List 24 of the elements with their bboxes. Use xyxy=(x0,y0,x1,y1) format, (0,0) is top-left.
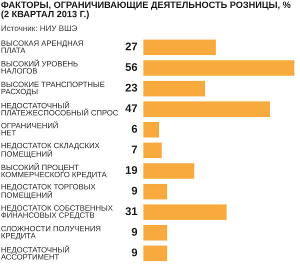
data-label: 56 xyxy=(126,63,138,71)
data-label: 9 xyxy=(132,186,138,195)
data-label: 9 xyxy=(132,248,138,256)
bar xyxy=(143,183,168,200)
bar xyxy=(143,162,195,180)
data-label: 27 xyxy=(126,42,138,50)
bar xyxy=(143,245,168,262)
bar xyxy=(143,224,168,242)
data-label: 6 xyxy=(132,124,138,133)
bar xyxy=(143,121,160,138)
data-label: 19 xyxy=(126,166,138,174)
bar xyxy=(143,100,271,118)
data-label: 9 xyxy=(132,228,138,236)
bar xyxy=(143,142,162,159)
data-label: 31 xyxy=(125,207,138,216)
bar xyxy=(143,60,295,76)
data-label: 23 xyxy=(126,84,138,92)
chart-title: ФАКТОРЫ, ОГРАНИЧИВАЮЩИЕ ДЕЯТЕЛЬНОСТЬ РОЗНИЦЫ, % (2 КВАРТАЛ 2013 Г.) xyxy=(1,2,291,20)
bar xyxy=(143,39,216,56)
bar xyxy=(143,204,228,220)
bar xyxy=(143,80,206,97)
text: Источник: НИУ ВШЭ xyxy=(2,25,77,32)
data-label: 7 xyxy=(132,146,138,154)
data-label: 47 xyxy=(125,104,138,112)
